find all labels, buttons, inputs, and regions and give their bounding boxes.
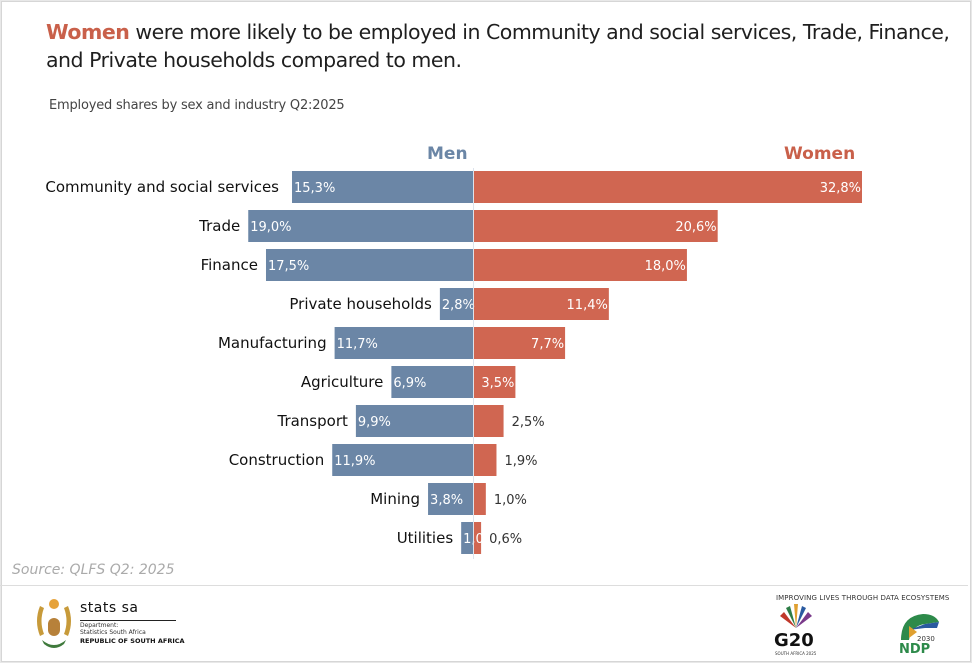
headline: Women were more likely to be employed in…: [46, 18, 956, 74]
bar-women: [474, 288, 609, 320]
value-label-women: 0,6%: [489, 532, 522, 547]
category-label: Trade: [198, 217, 240, 235]
ndp-text: NDP: [899, 642, 930, 654]
bar-men: [334, 327, 473, 359]
value-label-men: 17,5%: [268, 259, 309, 274]
bar-women: [474, 405, 504, 437]
bar-women: [474, 249, 687, 281]
tagline: IMPROVING LIVES THROUGH DATA ECOSYSTEMS: [776, 594, 950, 602]
category-label: Utilities: [397, 529, 454, 547]
source-note: Source: QLFS Q2: 2025: [12, 562, 175, 578]
stats-sa-department: Department: Statistics South Africa: [80, 622, 146, 636]
bar-women: [474, 444, 497, 476]
value-label-men: 6,9%: [393, 376, 426, 391]
value-label-women: 18,0%: [645, 259, 686, 274]
bar-women: [474, 327, 566, 359]
stats-sa-republic: REPUBLIC OF SOUTH AFRICA: [80, 637, 185, 645]
value-label-women: 20,6%: [675, 220, 716, 235]
category-label: Manufacturing: [218, 334, 327, 352]
category-label: Community and social services: [45, 178, 279, 196]
category-label: Construction: [229, 451, 325, 469]
bar-women: [474, 171, 862, 203]
headline-highlight: Women: [46, 20, 130, 44]
stats-sa-rule: [80, 620, 176, 621]
headline-text: were more likely to be employed in Commu…: [46, 20, 950, 72]
coat-of-arms-icon: [37, 599, 71, 648]
value-label-men: 3,8%: [430, 493, 463, 508]
bar-men: [439, 288, 473, 320]
chart-subtitle: Employed shares by sex and industry Q2:2…: [49, 98, 345, 113]
bar-women: [474, 483, 486, 515]
value-label-men: 19,0%: [250, 220, 291, 235]
value-label-men: 11,7%: [337, 337, 378, 352]
g20-emblem-icon: [780, 604, 812, 628]
value-label-women: 1,0%: [494, 493, 527, 508]
dept-line-2: Statistics South Africa: [80, 629, 146, 636]
bar-men: [428, 483, 473, 515]
value-label-women: 11,4%: [567, 298, 608, 313]
g20-logo-text: G20: [774, 630, 814, 651]
bar-women: [474, 522, 482, 554]
bar-men: [355, 405, 473, 437]
value-label-men: 9,9%: [358, 415, 391, 430]
value-label-men: 15,3%: [294, 181, 335, 196]
value-label-women: 32,8%: [820, 181, 861, 196]
bar-men: [332, 444, 473, 476]
g20-logo-subtext: SOUTH AFRICA 2025: [775, 651, 817, 656]
bar-men: [461, 522, 473, 554]
category-label: Transport: [276, 412, 348, 430]
ndp-year: 2030: [917, 635, 935, 643]
bar-men: [292, 171, 473, 203]
legend-men: Men: [427, 144, 468, 164]
value-label-men: 11,9%: [334, 454, 375, 469]
value-label-women: 1,9%: [504, 454, 537, 469]
bar-women: [474, 210, 718, 242]
category-label: Finance: [201, 256, 258, 274]
category-label: Private households: [289, 295, 432, 313]
value-label-men: 1,0%: [463, 532, 496, 547]
legend-women: Women: [784, 144, 856, 164]
category-label: Agriculture: [301, 373, 384, 391]
bar-men: [391, 366, 473, 398]
category-label: Mining: [370, 490, 420, 508]
ndp-logo-icon: 2030 NDP: [899, 614, 939, 654]
bar-women: [474, 366, 516, 398]
footer-divider: [0, 585, 968, 586]
value-label-men: 2,8%: [442, 298, 475, 313]
bar-men: [265, 249, 473, 281]
value-label-women: 2,5%: [512, 415, 545, 430]
value-label-women: 3,5%: [481, 376, 514, 391]
dept-line-1: Department:: [80, 622, 119, 629]
bar-men: [248, 210, 473, 242]
stats-sa-name: stats sa: [80, 600, 139, 616]
value-label-women: 7,7%: [531, 337, 564, 352]
